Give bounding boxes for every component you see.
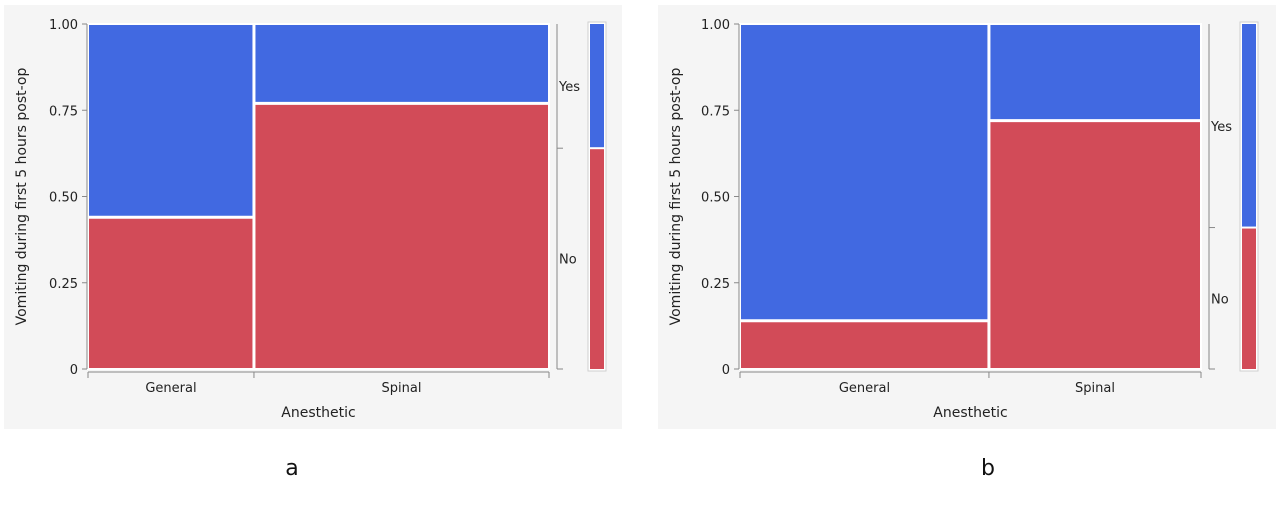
tile-spinal-yes xyxy=(988,24,1201,121)
mosaic-chart-b: 0 0.25 0.50 0.75 1.00 General Spinal Anesthetic… xyxy=(658,5,1276,429)
response-label-no: No xyxy=(559,253,577,268)
response-label-no: No xyxy=(1211,292,1229,307)
x-tick-label-general: General xyxy=(145,381,196,396)
y-axis-title: Vomiting during first 5 hours post-op xyxy=(668,68,684,326)
tile-general-yes xyxy=(740,24,989,321)
tile-spinal-no xyxy=(253,103,549,369)
mosaic-chart-a: 0 0.25 0.50 0.75 1.00 General Spinal Anesthetic… xyxy=(4,5,622,429)
y-tick-label: 0 xyxy=(722,363,730,378)
caption-a: a xyxy=(285,456,299,481)
response-label-yes: Yes xyxy=(1210,120,1232,135)
y-tick-label: 0.25 xyxy=(49,277,78,292)
tile-general-yes xyxy=(88,24,254,218)
y-tick-label: 0.25 xyxy=(701,277,730,292)
y-tick-label: 1.00 xyxy=(49,18,78,33)
x-tick-label-spinal: Spinal xyxy=(1075,381,1115,396)
x-tick-label-spinal: Spinal xyxy=(382,381,422,396)
marginal-bar-yes xyxy=(590,24,604,148)
y-tick-label: 0.50 xyxy=(49,191,78,206)
mosaic-chart-b-svg: 0 0.25 0.50 0.75 1.00 General Spinal Anesthetic… xyxy=(668,18,1259,421)
y-tick-label: 0.50 xyxy=(701,191,730,206)
tile-general-no xyxy=(740,320,989,369)
x-axis-title: Anesthetic xyxy=(933,405,1007,421)
tile-spinal-yes xyxy=(253,24,549,104)
plot-border xyxy=(739,23,1202,370)
marginal-bar-yes xyxy=(1242,24,1256,227)
y-tick-label: 1.00 xyxy=(701,18,730,33)
marginal-bar-no xyxy=(590,149,604,369)
tile-general-no xyxy=(88,217,254,369)
marginal-bar-no xyxy=(1242,228,1256,369)
y-axis-title: Vomiting during first 5 hours post-op xyxy=(14,68,30,326)
y-tick-label: 0.75 xyxy=(701,104,730,119)
x-axis-title: Anesthetic xyxy=(281,405,355,421)
tile-spinal-no xyxy=(988,120,1201,369)
y-tick-label: 0 xyxy=(70,363,78,378)
response-label-yes: Yes xyxy=(558,80,580,95)
x-tick-label-general: General xyxy=(839,381,890,396)
mosaic-chart-a-svg: 0 0.25 0.50 0.75 1.00 General Spinal Anesthetic… xyxy=(14,18,607,421)
plot-border xyxy=(87,23,550,370)
caption-b: b xyxy=(981,456,995,481)
y-tick-label: 0.75 xyxy=(49,104,78,119)
